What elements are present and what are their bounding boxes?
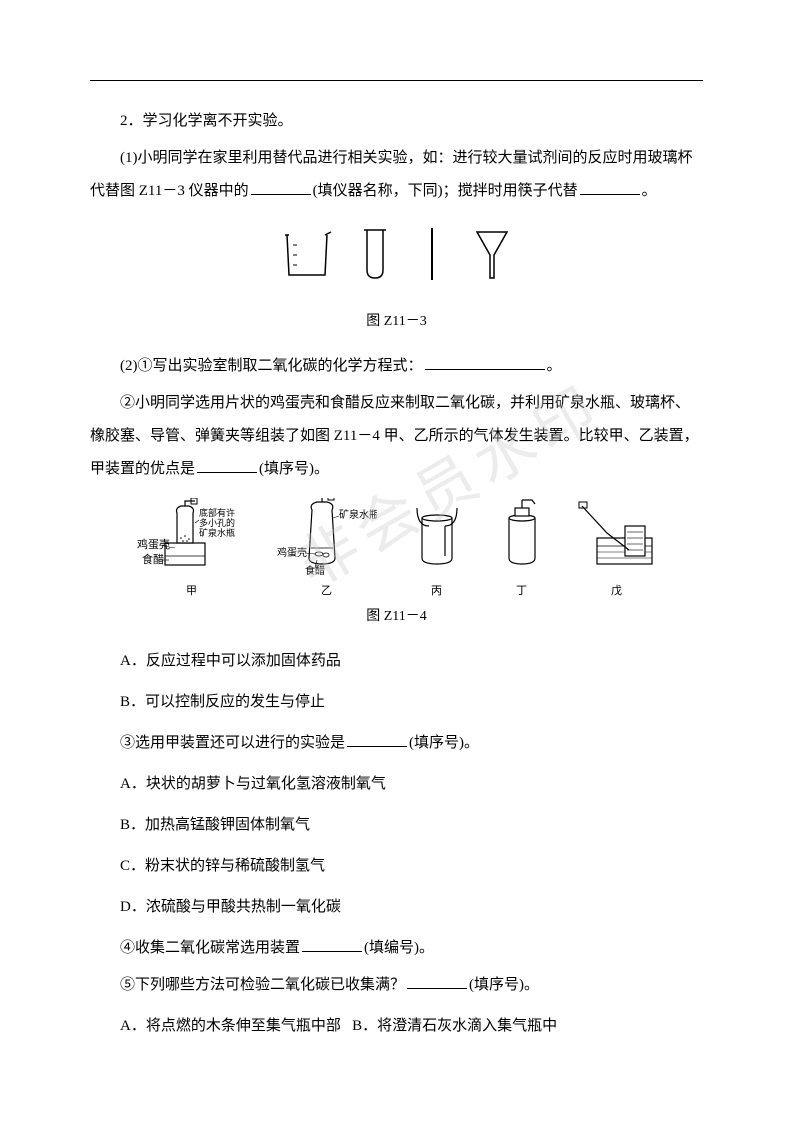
svg-text:矿泉水瓶: 矿泉水瓶 xyxy=(339,508,377,521)
option-a2: A．块状的胡萝卜与过氧化氢溶液制氧气 xyxy=(90,768,703,801)
blank-5 xyxy=(347,732,407,747)
blank-4 xyxy=(197,458,257,473)
svg-text:食醋: 食醋 xyxy=(142,552,164,566)
option-row-ab3: A．将点燃的木条伸至集气瓶中部 B．将澄清石灰水滴入集气瓶中 xyxy=(90,1010,703,1043)
option-b2: B．加热高锰酸钾固体制氧气 xyxy=(90,809,703,842)
fig4-ding: 丁 xyxy=(497,498,547,598)
option-c2: C．粉末状的锌与稀硫酸制氢气 xyxy=(90,850,703,883)
fig4-wu: 戊 xyxy=(577,498,657,598)
blank-7 xyxy=(407,974,467,989)
fig4-caption: 图 Z11－4 xyxy=(90,602,703,633)
p3-text-a: ③选用甲装置还可以进行的实验是 xyxy=(120,735,345,751)
blank-1 xyxy=(251,180,311,195)
yi-name: 乙 xyxy=(277,585,377,598)
fig4-bing: 丙 xyxy=(407,498,467,598)
p2-1-end: 。 xyxy=(547,358,562,374)
p3-text-b: (填序号)。 xyxy=(409,735,479,751)
para-2-1: (2)①写出实验室制取二氧化碳的化学方程式： 。 xyxy=(90,350,703,383)
bing-name: 丙 xyxy=(407,585,467,598)
p4-text-a: ④收集二氧化碳常选用装置 xyxy=(120,940,300,956)
svg-text:底部有许: 底部有许 xyxy=(199,507,235,518)
ding-name: 丁 xyxy=(497,585,547,598)
p2-1-text: (2)①写出实验室制取二氧化碳的化学方程式： xyxy=(120,358,423,374)
p1-text-c: 。 xyxy=(642,183,657,199)
fig4-yi: 矿泉水瓶 鸡蛋壳 食醋 乙 xyxy=(277,498,377,598)
figure-z11-4: 鸡蛋壳 食醋 底部有许 多小孔的 矿泉水瓶 甲 矿泉水瓶 xyxy=(90,498,703,633)
p2-2-text-b: (填序号)。 xyxy=(259,461,329,477)
para-4: ④收集二氧化碳常选用装置 (填编号)。 xyxy=(90,932,703,965)
svg-text:鸡蛋壳: 鸡蛋壳 xyxy=(277,546,307,559)
blank-3 xyxy=(425,355,545,370)
blank-6 xyxy=(302,937,362,952)
option-a3: A．将点燃的木条伸至集气瓶中部 xyxy=(120,1018,341,1034)
jia-name: 甲 xyxy=(137,585,247,598)
svg-text:矿泉水瓶: 矿泉水瓶 xyxy=(199,527,235,538)
figure-z11-3: 图 Z11－3 xyxy=(90,220,703,338)
p2-2-text-a: ②小明同学选用片状的鸡蛋壳和食醋反应来制取二氧化碳，并利用矿泉水瓶、玻璃杯、橡胶… xyxy=(90,395,699,477)
option-b3: B．将澄清石灰水滴入集气瓶中 xyxy=(352,1018,557,1034)
option-a1: A．反应过程中可以添加固体药品 xyxy=(90,645,703,678)
para-1: (1)小明同学在家里利用替代品进行相关实验，如：进行较大量试剂间的反应时用玻璃杯… xyxy=(90,142,703,208)
para-2-2: ②小明同学选用片状的鸡蛋壳和食醋反应来制取二氧化碳，并利用矿泉水瓶、玻璃杯、橡胶… xyxy=(90,387,703,486)
top-rule xyxy=(90,80,703,81)
svg-text:多小孔的: 多小孔的 xyxy=(199,517,235,528)
para-5: ⑤下列哪些方法可检验二氧化碳已收集满？ (填序号)。 xyxy=(90,969,703,1002)
svg-text:鸡蛋壳: 鸡蛋壳 xyxy=(137,537,170,551)
p5-text-a: ⑤下列哪些方法可检验二氧化碳已收集满？ xyxy=(120,977,405,993)
fig3-caption: 图 Z11－3 xyxy=(90,307,703,338)
option-d2: D．浓硫酸与甲酸共热制一氧化碳 xyxy=(90,891,703,924)
para-3: ③选用甲装置还可以进行的实验是 (填序号)。 xyxy=(90,727,703,760)
fig4-jia: 鸡蛋壳 食醋 底部有许 多小孔的 矿泉水瓶 甲 xyxy=(137,498,247,598)
svg-text:食醋: 食醋 xyxy=(305,564,325,576)
option-b1: B．可以控制反应的发生与停止 xyxy=(90,686,703,719)
p5-text-b: (填序号)。 xyxy=(469,977,539,993)
wu-name: 戊 xyxy=(577,585,657,598)
p1-text-b: (填仪器名称，下同)；搅拌时用筷子代替 xyxy=(313,183,578,199)
p4-text-b: (填编号)。 xyxy=(364,940,434,956)
blank-2 xyxy=(580,180,640,195)
question-title: 2．学习化学离不开实验。 xyxy=(90,105,703,138)
